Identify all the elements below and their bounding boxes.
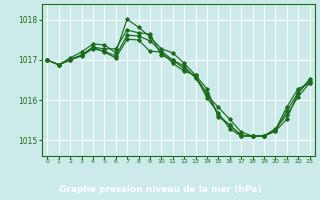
Text: Graphe pression niveau de la mer (hPa): Graphe pression niveau de la mer (hPa) [59, 185, 261, 194]
